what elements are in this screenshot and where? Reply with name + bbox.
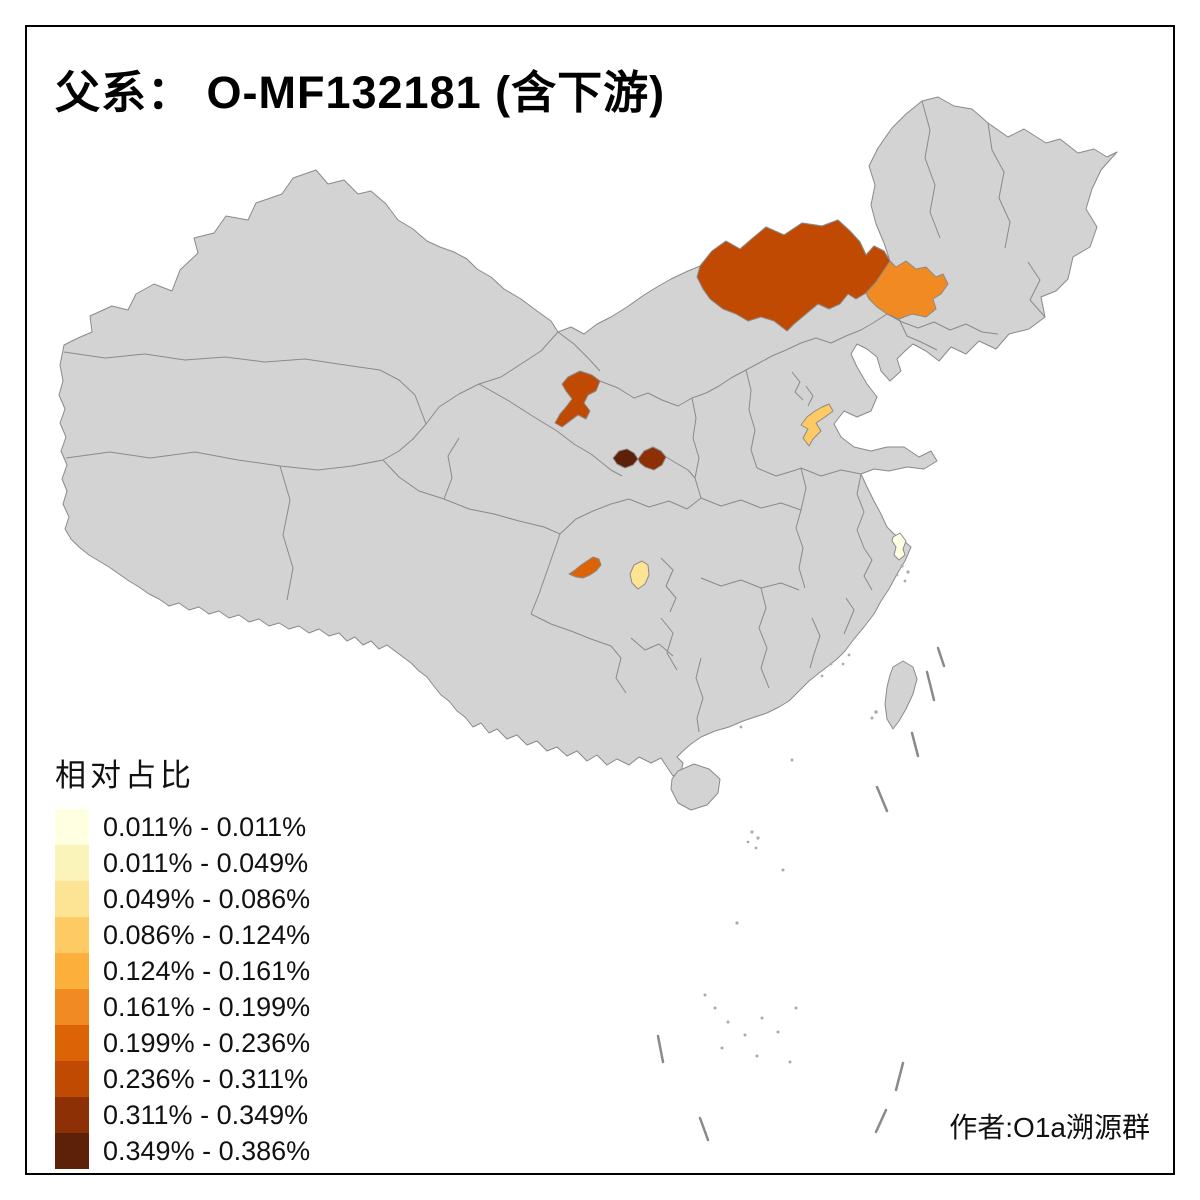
legend-row: 0.236% - 0.311%	[55, 1061, 375, 1097]
legend-class-label: 0.349% - 0.386%	[103, 1135, 311, 1166]
region-ningxia	[554, 370, 601, 428]
region-gansu-southeast-east	[637, 446, 667, 471]
legend-row: 0.049% - 0.086%	[55, 881, 375, 917]
legend-row: 0.161% - 0.199%	[55, 989, 375, 1025]
legend-class-label: 0.236% - 0.311%	[103, 1063, 309, 1094]
region-northeast-west-jilin	[865, 260, 949, 320]
legend-class-label: 0.124% - 0.161%	[103, 955, 311, 986]
legend-row: 0.086% - 0.124%	[55, 917, 375, 953]
legend-swatch	[55, 809, 89, 845]
plot-border-frame	[25, 25, 1175, 1175]
legend-class-label: 0.086% - 0.124%	[103, 919, 311, 950]
legend-row: 0.311% - 0.349%	[55, 1097, 375, 1133]
legend-row: 0.124% - 0.161%	[55, 953, 375, 989]
legend-row: 0.349% - 0.386%	[55, 1133, 375, 1169]
legend-swatch	[55, 1025, 89, 1061]
mainland-china-shape	[58, 96, 1118, 777]
region-hebei-south	[800, 403, 834, 447]
legend-class-label: 0.311% - 0.349%	[103, 1099, 309, 1130]
legend-swatch	[55, 881, 89, 917]
legend-swatch	[55, 1061, 89, 1097]
legend-class-label: 0.011% - 0.049%	[103, 847, 309, 878]
legend-swatch	[55, 1097, 89, 1133]
legend-swatch	[55, 845, 89, 881]
legend-class-label: 0.049% - 0.086%	[103, 883, 311, 914]
region-shanghai	[891, 532, 907, 561]
page-title: 父系： O-MF132181 (含下游)	[55, 67, 666, 118]
legend-swatch	[55, 989, 89, 1025]
legend-row: 0.199% - 0.236%	[55, 1025, 375, 1061]
legend-row: 0.011% - 0.049%	[55, 845, 375, 881]
legend-class-label: 0.199% - 0.236%	[103, 1027, 311, 1058]
nine-dash-line	[656, 646, 946, 1142]
region-sichuan-northwest	[568, 556, 602, 579]
legend-title: 相对占比	[55, 758, 195, 793]
province-borders	[63, 100, 1046, 733]
attribution-text: 作者:O1a溯源群	[949, 1112, 1150, 1143]
hainan-shape	[670, 763, 721, 811]
legend: 相对占比 0.011% - 0.011% 0.011% - 0.049% 0.049…	[55, 750, 375, 1169]
legend-row: 0.011% - 0.011%	[55, 809, 375, 845]
legend-class-label: 0.011% - 0.011%	[103, 811, 307, 842]
legend-swatch	[55, 917, 89, 953]
legend-swatch	[55, 1133, 89, 1169]
taiwan-shape	[884, 660, 918, 730]
region-sichuan-central	[629, 560, 650, 590]
small-islands	[703, 564, 910, 1064]
legend-class-label: 0.161% - 0.199%	[103, 991, 311, 1022]
legend-swatch	[55, 953, 89, 989]
legend-rows: 0.011% - 0.011% 0.011% - 0.049% 0.049% - 0…	[55, 809, 375, 1169]
